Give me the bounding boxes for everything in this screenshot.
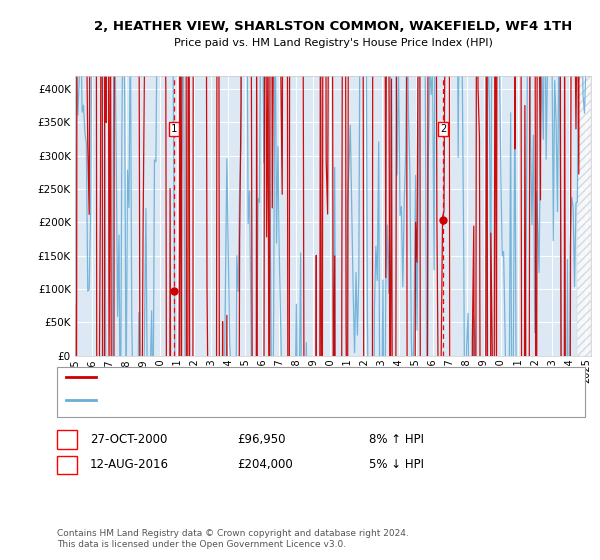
Text: Price paid vs. HM Land Registry's House Price Index (HPI): Price paid vs. HM Land Registry's House …	[173, 38, 493, 48]
Text: 8% ↑ HPI: 8% ↑ HPI	[369, 433, 424, 446]
Text: 27-OCT-2000: 27-OCT-2000	[90, 433, 167, 446]
Text: 1: 1	[171, 124, 178, 134]
Text: 5% ↓ HPI: 5% ↓ HPI	[369, 458, 424, 472]
Text: 1: 1	[64, 435, 70, 445]
Bar	[169, 122, 179, 136]
Text: HPI: Average price, detached house, Wakefield: HPI: Average price, detached house, Wake…	[102, 395, 335, 405]
Text: 2: 2	[440, 124, 446, 134]
Text: £96,950: £96,950	[237, 433, 286, 446]
Text: 2, HEATHER VIEW, SHARLSTON COMMON, WAKEFIELD, WF4 1TH: 2, HEATHER VIEW, SHARLSTON COMMON, WAKEF…	[94, 20, 572, 32]
Text: 12-AUG-2016: 12-AUG-2016	[90, 458, 169, 472]
Text: £204,000: £204,000	[237, 458, 293, 472]
Text: 2: 2	[64, 460, 70, 470]
Text: Contains HM Land Registry data © Crown copyright and database right 2024.
This d: Contains HM Land Registry data © Crown c…	[57, 529, 409, 549]
Text: 2, HEATHER VIEW, SHARLSTON COMMON, WAKEFIELD, WF4 1TH (detached house): 2, HEATHER VIEW, SHARLSTON COMMON, WAKEF…	[102, 372, 512, 382]
Bar	[438, 122, 448, 136]
